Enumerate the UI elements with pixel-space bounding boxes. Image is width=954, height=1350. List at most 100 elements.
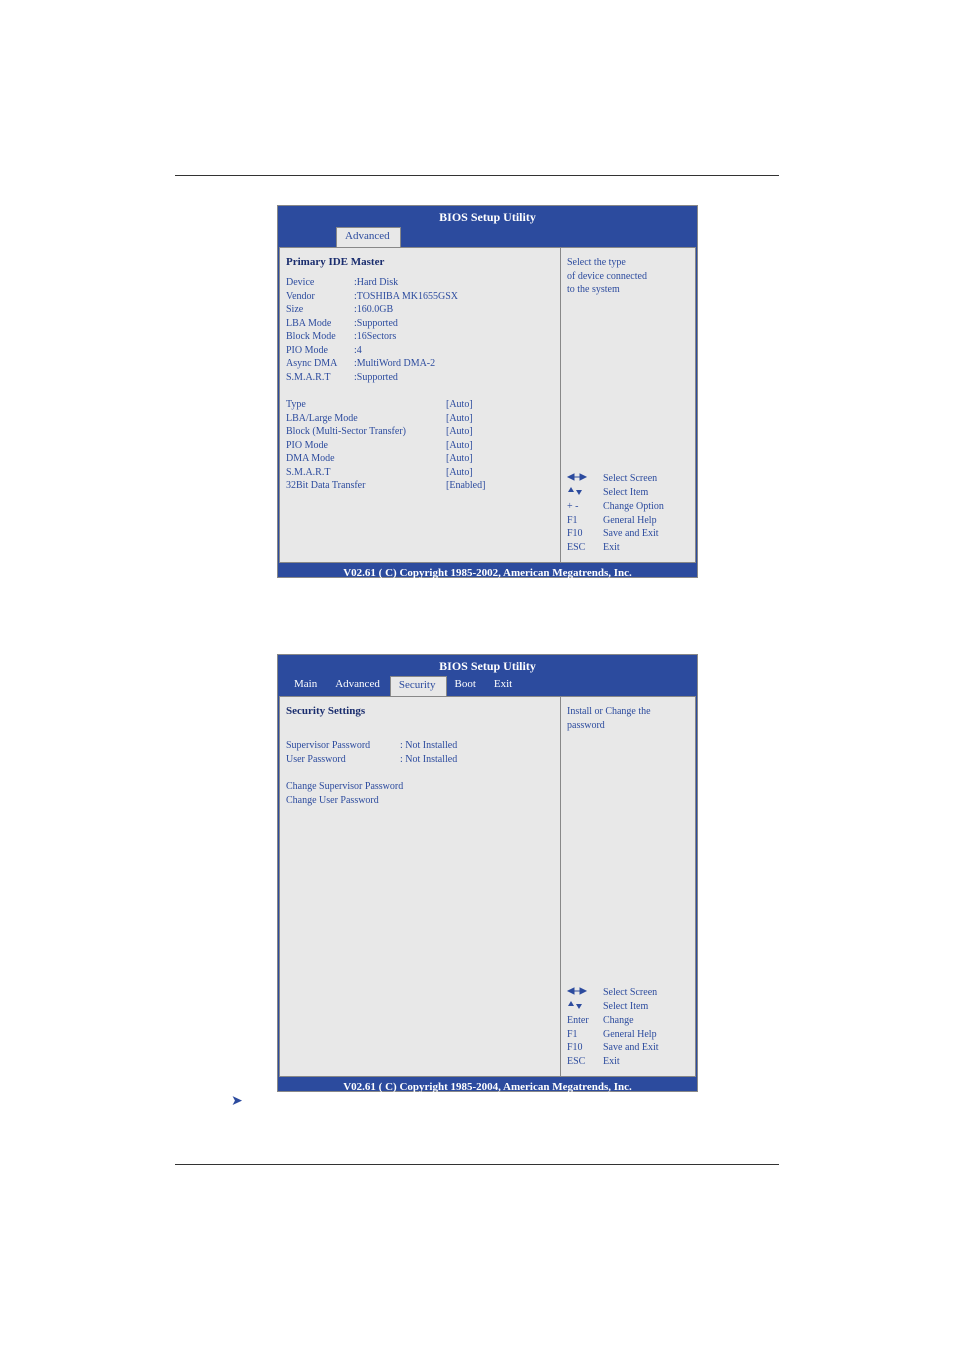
nav-desc: Save and Exit: [603, 1041, 659, 1055]
setting-label: 32Bit Data Transfer: [286, 479, 446, 493]
info-value: :MultiWord DMA-2: [354, 357, 554, 371]
nav-help: Select Screen Select Item EnterChange F1…: [567, 986, 689, 1068]
nav-desc: Select Screen: [603, 986, 657, 1000]
tab-main[interactable]: Main: [286, 676, 327, 696]
info-label: Supervisor Password: [286, 739, 400, 753]
setting-label: Block (Multi-Sector Transfer): [286, 425, 446, 439]
info-value: : Not Installed: [400, 753, 457, 767]
info-value: :16Sectors: [354, 330, 554, 344]
nav-row: F10Save and Exit: [567, 1041, 689, 1055]
info-label: Async DMA: [286, 357, 354, 371]
bios-body: Security Settings Supervisor Password: N…: [279, 696, 696, 1077]
tab-advanced[interactable]: Advanced: [327, 676, 390, 696]
setting-label: Type: [286, 398, 446, 412]
info-value: :Hard Disk: [354, 276, 554, 290]
bios-footer: V02.61 ( C) Copyright 1985-2002, America…: [278, 563, 697, 583]
info-value: :4: [354, 344, 554, 358]
bios-footer: V02.61 ( C) Copyright 1985-2004, America…: [278, 1077, 697, 1097]
nav-desc: Exit: [603, 1055, 620, 1069]
info-label: Device: [286, 276, 354, 290]
tab-exit[interactable]: Exit: [486, 676, 522, 696]
info-value: :Supported: [354, 371, 554, 385]
info-row: Device:Hard Disk: [286, 276, 554, 290]
help-line: to the system: [567, 283, 689, 297]
info-row: Block Mode:16Sectors: [286, 330, 554, 344]
right-pane: Install or Change the password Select Sc…: [561, 697, 695, 1076]
nav-row: ESCExit: [567, 541, 689, 555]
nav-row: EnterChange: [567, 1014, 689, 1028]
right-pane: Select the type of device connected to t…: [561, 248, 695, 562]
nav-key: ESC: [567, 541, 603, 555]
nav-key: + -: [567, 500, 603, 514]
change-user-password[interactable]: Change User Password: [286, 794, 554, 808]
help-text: Select the type of device connected to t…: [567, 256, 689, 297]
setting-value: [Auto]: [446, 412, 473, 426]
arrows-lr-icon: [567, 472, 603, 486]
info-label: S.M.A.R.T: [286, 371, 354, 385]
nav-row: ESCExit: [567, 1055, 689, 1069]
nav-row: + -Change Option: [567, 500, 689, 514]
tab-boot[interactable]: Boot: [447, 676, 486, 696]
nav-key: F10: [567, 1041, 603, 1055]
arrows-ud-icon: [567, 486, 603, 501]
nav-row: F1General Help: [567, 514, 689, 528]
nav-row: Select Item: [567, 486, 689, 501]
info-label: User Password: [286, 753, 400, 767]
arrows-ud-icon: [567, 1000, 603, 1015]
info-label: Vendor: [286, 290, 354, 304]
left-pane: Primary IDE Master Device:Hard Disk Vend…: [280, 248, 561, 562]
nav-row: F10Save and Exit: [567, 527, 689, 541]
nav-row: Select Screen: [567, 472, 689, 486]
left-pane: Security Settings Supervisor Password: N…: [280, 697, 561, 1076]
info-row: Async DMA:MultiWord DMA-2: [286, 357, 554, 371]
tab-advanced[interactable]: Advanced: [336, 227, 401, 247]
nav-row: Select Item: [567, 1000, 689, 1015]
info-row: LBA Mode:Supported: [286, 317, 554, 331]
info-label: Block Mode: [286, 330, 354, 344]
change-supervisor-password[interactable]: Change Supervisor Password: [286, 780, 554, 794]
bios-body: Primary IDE Master Device:Hard Disk Vend…: [279, 247, 696, 563]
device-info: Device:Hard Disk Vendor:TOSHIBA MK1655GS…: [286, 276, 554, 384]
nav-desc: Change Option: [603, 500, 664, 514]
nav-row: Select Screen: [567, 986, 689, 1000]
info-label: LBA Mode: [286, 317, 354, 331]
setting-row[interactable]: DMA Mode[Auto]: [286, 452, 554, 466]
setting-row[interactable]: S.M.A.R.T[Auto]: [286, 466, 554, 480]
setting-value: [Auto]: [446, 439, 473, 453]
setting-row[interactable]: Block (Multi-Sector Transfer)[Auto]: [286, 425, 554, 439]
setting-label: DMA Mode: [286, 452, 446, 466]
info-value: : Not Installed: [400, 739, 457, 753]
setting-row[interactable]: 32Bit Data Transfer[Enabled]: [286, 479, 554, 493]
nav-desc: Save and Exit: [603, 527, 659, 541]
help-line: password: [567, 719, 689, 733]
nav-key: ESC: [567, 1055, 603, 1069]
setting-row[interactable]: Type[Auto]: [286, 398, 554, 412]
info-row: PIO Mode:4: [286, 344, 554, 358]
setting-value: [Auto]: [446, 452, 473, 466]
section-heading: Security Settings: [286, 705, 554, 717]
help-line: Select the type: [567, 256, 689, 270]
bios-title: BIOS Setup Utility: [278, 206, 697, 227]
setting-row[interactable]: PIO Mode[Auto]: [286, 439, 554, 453]
tab-bar: Advanced: [278, 227, 697, 247]
tab-security[interactable]: Security: [390, 676, 447, 696]
info-value: :TOSHIBA MK1655GSX: [354, 290, 554, 304]
bios-title: BIOS Setup Utility: [278, 655, 697, 676]
help-line: of device connected: [567, 270, 689, 284]
tab-bar: Main Advanced Security Boot Exit: [278, 676, 697, 696]
nav-key: F10: [567, 527, 603, 541]
info-value: :160.0GB: [354, 303, 554, 317]
setting-label: LBA/Large Mode: [286, 412, 446, 426]
info-row: User Password: Not Installed: [286, 753, 554, 767]
arrows-lr-icon: [567, 986, 603, 1000]
page-divider-top: [175, 175, 779, 176]
nav-desc: Exit: [603, 541, 620, 555]
bios-window-security: BIOS Setup Utility Main Advanced Securit…: [277, 654, 698, 1092]
nav-desc: Select Item: [603, 486, 648, 501]
nav-desc: Select Item: [603, 1000, 648, 1015]
setting-row[interactable]: LBA/Large Mode[Auto]: [286, 412, 554, 426]
nav-key: Enter: [567, 1014, 603, 1028]
setting-value: [Enabled]: [446, 479, 485, 493]
nav-key: F1: [567, 1028, 603, 1042]
help-text: Install or Change the password: [567, 705, 689, 732]
